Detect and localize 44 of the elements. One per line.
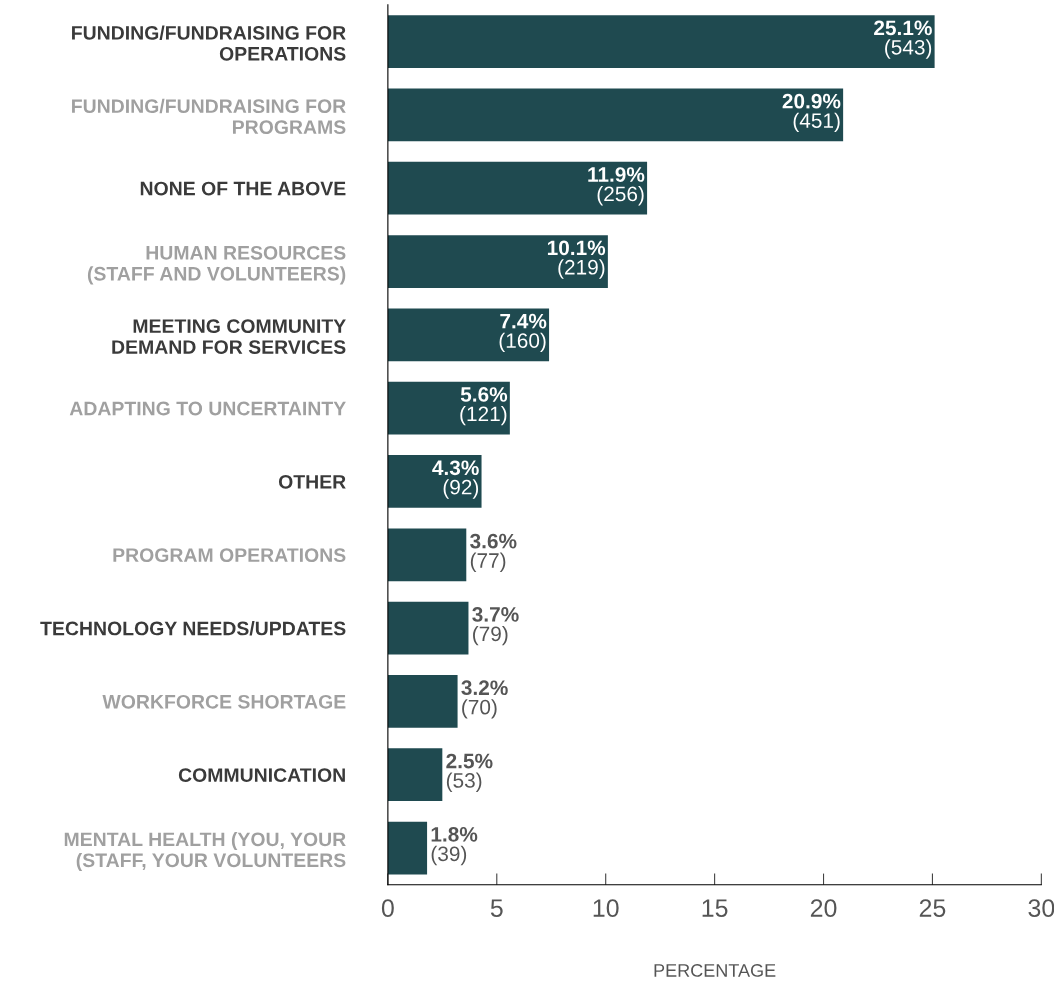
x-tick-label: 20 [810, 899, 837, 917]
y-tick-label: MENTAL HEALTH (YOU, YOUR (STAFF, YOUR VOLUNTEERS [64, 831, 346, 871]
x-tick-label: 10 [593, 899, 619, 917]
data-label: 3.6% (77) [470, 533, 517, 572]
data-label: 4.3% (92) [432, 460, 479, 499]
x-tick-label: 15 [702, 899, 728, 917]
y-tick-label: WORKFORCE SHORTAGE [102, 694, 346, 709]
y-tick-label: FUNDING/FUNDRAISING FOR OPERATIONS [72, 25, 346, 61]
data-label: 3.2% (70) [461, 680, 508, 719]
x-tick-label: 30 [1028, 899, 1054, 917]
y-tick-label: TECHNOLOGY NEEDS/UPDATES [40, 621, 346, 636]
y-tick-label: FUNDING/FUNDRAISING FOR PROGRAMS [72, 98, 346, 135]
y-tick-label: COMMUNICATION [178, 768, 345, 782]
data-label: 20.9% (451) [782, 93, 841, 133]
y-tick-label: PROGRAM OPERATIONS [113, 548, 346, 563]
y-tick-label: NONE OF THE ABOVE [140, 181, 346, 196]
y-tick-label: OTHER [278, 474, 346, 489]
bar [387, 381, 510, 435]
data-label: 7.4% (160) [499, 313, 547, 353]
bar [387, 601, 469, 655]
x-tick-label: 0 [381, 899, 394, 917]
bar [387, 821, 428, 875]
data-label: 3.7% (79) [472, 607, 519, 646]
data-label: 11.9% (256) [588, 167, 645, 206]
y-tick-label: ADAPTING TO UNCERTAINTY [69, 401, 346, 416]
bar [387, 528, 467, 582]
data-label: 5.6% (121) [460, 387, 508, 426]
data-label: 10.1% (219) [547, 240, 606, 279]
y-tick-label: MEETING COMMUNITY DEMAND FOR SERVICES [112, 319, 346, 354]
x-tick-label: 25 [919, 899, 946, 917]
bar [387, 455, 482, 508]
bar [387, 235, 608, 288]
bar [387, 748, 443, 802]
y-tick-label: HUMAN RESOURCES (STAFF AND VOLUNTEERS) [87, 245, 346, 285]
bar [387, 161, 648, 215]
bar [387, 15, 935, 68]
bar [387, 308, 550, 362]
x-axis-title: PERCENTAGE [654, 964, 776, 977]
bar [387, 88, 844, 142]
x-tick-label: 5 [490, 899, 503, 917]
data-label: 1.8% (39) [431, 826, 478, 866]
bar [387, 675, 458, 728]
data-label: 2.5% (53) [446, 753, 493, 792]
data-label: 25.1% (543) [874, 20, 932, 59]
